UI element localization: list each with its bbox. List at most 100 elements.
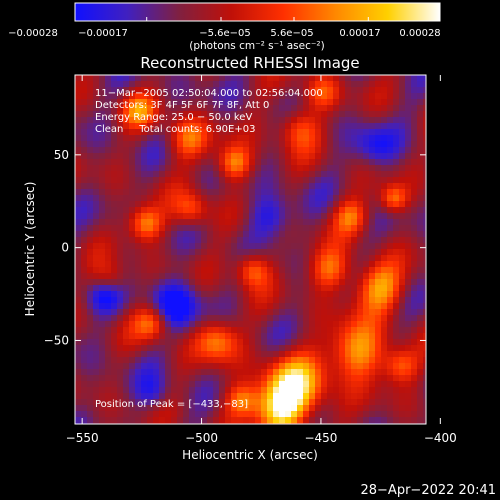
heatmap-cell: [195, 393, 202, 400]
heatmap-cell: [171, 291, 178, 298]
heatmap-cell: [273, 147, 280, 154]
heatmap-cell: [279, 243, 286, 250]
heatmap-cell: [237, 201, 244, 208]
heatmap-cell: [387, 147, 394, 154]
heatmap-cell: [171, 231, 178, 238]
heatmap-cell: [243, 327, 250, 334]
heatmap-cell: [129, 273, 136, 280]
heatmap-cell: [333, 267, 340, 274]
heatmap-cell: [321, 141, 328, 148]
heatmap-cell: [219, 327, 226, 334]
heatmap-cell: [375, 279, 382, 286]
heatmap-cell: [285, 93, 292, 100]
heatmap-cell: [129, 135, 136, 142]
heatmap-cell: [243, 147, 250, 154]
heatmap-cell: [93, 129, 100, 136]
heatmap-cell: [255, 267, 262, 274]
heatmap-cell: [147, 327, 154, 334]
heatmap-cell: [141, 291, 148, 298]
heatmap-cell: [129, 285, 136, 292]
heatmap-cell: [243, 129, 250, 136]
heatmap-cell: [405, 279, 412, 286]
heatmap-cell: [411, 297, 418, 304]
heatmap-cell: [249, 417, 256, 424]
heatmap-cell: [207, 135, 214, 142]
heatmap-cell: [207, 393, 214, 400]
heatmap-cell: [189, 141, 196, 148]
heatmap-cell: [159, 273, 166, 280]
heatmap-cell: [327, 381, 334, 388]
heatmap-cell: [123, 237, 130, 244]
heatmap-cell: [99, 405, 106, 412]
heatmap-cell: [285, 189, 292, 196]
heatmap-cell: [411, 189, 418, 196]
heatmap-cell: [111, 153, 118, 160]
heatmap-cell: [189, 285, 196, 292]
heatmap-cell: [177, 417, 184, 424]
heatmap-cell: [243, 117, 250, 124]
heatmap-cell: [81, 135, 88, 142]
heatmap-cell: [183, 87, 190, 94]
heatmap-cell: [201, 375, 208, 382]
heatmap-cell: [123, 261, 130, 268]
heatmap-cell: [237, 189, 244, 196]
heatmap-cell: [411, 369, 418, 376]
heatmap-cell: [165, 279, 172, 286]
heatmap-cell: [153, 411, 160, 418]
heatmap-cell: [87, 345, 94, 352]
heatmap-cell: [267, 195, 274, 202]
heatmap-cell: [375, 273, 382, 280]
heatmap-cell: [285, 195, 292, 202]
heatmap-cell: [363, 285, 370, 292]
heatmap-cell: [153, 147, 160, 154]
heatmap-cell: [291, 339, 298, 346]
heatmap-cell: [273, 249, 280, 256]
heatmap-cell: [105, 195, 112, 202]
heatmap-cell: [411, 75, 418, 82]
heatmap-cell: [303, 285, 310, 292]
heatmap-cell: [291, 249, 298, 256]
heatmap-cell: [219, 213, 226, 220]
heatmap-cell: [255, 399, 262, 406]
heatmap-cell: [339, 105, 346, 112]
heatmap-cell: [135, 303, 142, 310]
heatmap-cell: [75, 81, 82, 88]
heatmap-cell: [369, 333, 376, 340]
heatmap-cell: [327, 267, 334, 274]
heatmap-cell: [243, 333, 250, 340]
colorbar-units: (photons cm⁻² s⁻¹ asec⁻²): [189, 40, 324, 52]
heatmap-cell: [141, 267, 148, 274]
heatmap-cell: [309, 165, 316, 172]
heatmap-cell: [387, 99, 394, 106]
heatmap-cell: [261, 219, 268, 226]
heatmap-cell: [165, 351, 172, 358]
heatmap-cell: [177, 381, 184, 388]
heatmap-cell: [189, 75, 196, 82]
heatmap-cell: [261, 255, 268, 262]
heatmap-cell: [201, 147, 208, 154]
heatmap-cell: [111, 321, 118, 328]
heatmap-cell: [315, 75, 322, 82]
heatmap-cell: [111, 117, 118, 124]
heatmap-cell: [117, 189, 124, 196]
heatmap-cell: [165, 99, 172, 106]
heatmap-cell: [183, 339, 190, 346]
heatmap-cell: [351, 333, 358, 340]
heatmap-cell: [117, 393, 124, 400]
heatmap-cell: [81, 381, 88, 388]
heatmap-cell: [99, 279, 106, 286]
heatmap-cell: [357, 147, 364, 154]
heatmap-cell: [357, 411, 364, 418]
heatmap-cell: [405, 207, 412, 214]
heatmap-cell: [93, 81, 100, 88]
heatmap-cell: [423, 321, 426, 328]
heatmap-cell: [339, 357, 346, 364]
heatmap-cell: [273, 159, 280, 166]
heatmap-cell: [285, 291, 292, 298]
heatmap-cell: [321, 285, 328, 292]
heatmap-cell: [267, 417, 274, 424]
heatmap-cell: [135, 195, 142, 202]
heatmap-cell: [339, 81, 346, 88]
heatmap-cell: [375, 405, 382, 412]
heatmap-cell: [297, 273, 304, 280]
